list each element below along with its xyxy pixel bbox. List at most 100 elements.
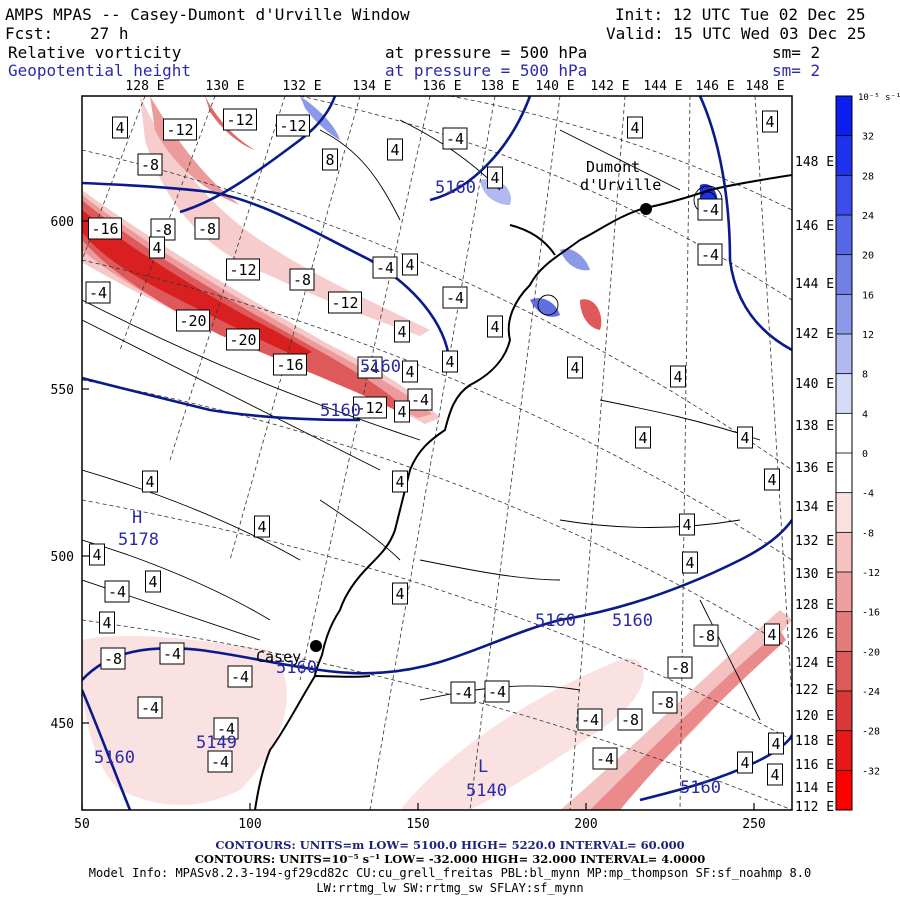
field1-name: Relative vorticity bbox=[8, 43, 182, 62]
svg-text:4: 4 bbox=[445, 353, 454, 371]
vorticity-contour-label: 4 bbox=[737, 751, 753, 774]
vorticity-contour-label: 4 bbox=[487, 315, 503, 338]
vorticity-contour-label: -8 bbox=[693, 624, 719, 647]
colorbar: 32 28 24 20 16 12 8 4 0 -4 -8 -12 -16 -20 -24 -28 -32 10⁻… bbox=[835, 93, 900, 811]
svg-text:-4: -4 bbox=[596, 750, 614, 768]
vorticity-contour-label: -4 bbox=[357, 356, 383, 379]
colorbar-segment bbox=[836, 572, 852, 612]
vorticity-contour-label: 4 bbox=[145, 570, 161, 593]
svg-text:4: 4 bbox=[390, 141, 399, 159]
field2-smoothing: sm= 2 bbox=[772, 61, 821, 80]
colorbar-tick-label: 16 bbox=[862, 290, 874, 301]
svg-text:-4: -4 bbox=[141, 699, 159, 717]
vorticity-contour-label: 4 bbox=[394, 320, 410, 343]
colorbar-tick-label: -12 bbox=[862, 568, 880, 579]
svg-text:4: 4 bbox=[685, 554, 694, 572]
top-longitude-label: 136 E bbox=[422, 79, 461, 94]
vorticity-contour-label: 4 bbox=[567, 356, 583, 379]
svg-text:4: 4 bbox=[490, 318, 499, 336]
colorbar-tick-label: -32 bbox=[862, 766, 880, 777]
svg-text:4: 4 bbox=[152, 239, 161, 257]
geopotential-height-contours bbox=[82, 96, 792, 810]
vorticity-contour-label: 4 bbox=[387, 138, 403, 161]
svg-text:4: 4 bbox=[765, 113, 774, 131]
vorticity-contour-label: 4 bbox=[442, 350, 458, 373]
vorticity-contour-label: 4 bbox=[402, 253, 418, 276]
y-tick-label: 450 bbox=[51, 717, 74, 732]
svg-text:-4: -4 bbox=[446, 130, 464, 148]
colorbar-segment bbox=[836, 334, 852, 374]
vorticity-contour-label: 4 bbox=[112, 116, 128, 139]
vorticity-label-layer: -12 -12 -8 -12 -16 -8 -8 -12 -12 -8 -20 -20 -16 -12 -4… bbox=[85, 108, 784, 786]
svg-text:4: 4 bbox=[102, 614, 111, 632]
vorticity-contour-label: -12 bbox=[328, 291, 362, 314]
vorticity-contour-label: -16 bbox=[88, 217, 122, 240]
svg-text:4: 4 bbox=[682, 516, 691, 534]
svg-text:-20: -20 bbox=[179, 312, 206, 330]
svg-text:-8: -8 bbox=[697, 627, 715, 645]
svg-text:4: 4 bbox=[767, 626, 776, 644]
field1-level: at pressure = 500 hPa bbox=[385, 43, 588, 62]
svg-text:-12: -12 bbox=[229, 261, 256, 279]
svg-text:4: 4 bbox=[490, 169, 499, 187]
axis-layer: 50 100 150 200 250 600 550 500 450 128 E 130 E 132 … bbox=[51, 79, 835, 832]
svg-text:4: 4 bbox=[92, 546, 101, 564]
field2-name: Geopotential height bbox=[8, 61, 192, 80]
colorbar-tick-label: 0 bbox=[862, 449, 868, 460]
svg-text:-4: -4 bbox=[108, 583, 126, 601]
map-field-layer: -12 -12 -8 -12 -16 -8 -8 -12 -12 -8 -20 -20 -16 -12 -4… bbox=[82, 96, 792, 810]
init-time: Init: 12 UTC Tue 02 Dec 25 bbox=[615, 5, 866, 24]
dumont-durville-station-marker bbox=[640, 203, 652, 215]
svg-text:4: 4 bbox=[148, 573, 157, 591]
top-longitude-label: 144 E bbox=[643, 79, 682, 94]
colorbar-segment bbox=[836, 413, 852, 453]
svg-text:4: 4 bbox=[767, 471, 776, 489]
vorticity-contour-label: 4 bbox=[670, 365, 686, 388]
plot-frame bbox=[81, 95, 793, 811]
svg-text:4: 4 bbox=[257, 518, 266, 536]
top-longitude-label: 140 E bbox=[535, 79, 574, 94]
svg-text:4: 4 bbox=[771, 735, 780, 753]
vorticity-contour-info: CONTOURS: UNITS=10⁻⁵ s⁻¹ LOW= -32.000 HI… bbox=[194, 852, 706, 866]
colorbar-segment bbox=[836, 532, 852, 572]
vorticity-shading bbox=[82, 96, 792, 810]
svg-text:-4: -4 bbox=[89, 284, 107, 302]
svg-text:-8: -8 bbox=[141, 156, 159, 174]
svg-text:8: 8 bbox=[325, 151, 334, 169]
vorticity-contour-label: -12 bbox=[353, 396, 387, 419]
vorticity-contour-label: -4 bbox=[85, 281, 111, 304]
model-info-radiation: LW:rrtmg_lw SW:rrtmg_sw SFLAY:sf_mynn bbox=[316, 881, 584, 895]
vorticity-contour-label: -8 bbox=[289, 268, 315, 291]
right-longitude-label: 148 E bbox=[795, 155, 834, 170]
right-longitude-label: 120 E bbox=[795, 709, 834, 724]
colorbar-segment bbox=[836, 175, 852, 215]
right-longitude-label: 134 E bbox=[795, 500, 834, 515]
colorbar-segment bbox=[836, 492, 852, 533]
vorticity-contour-label: 4 bbox=[149, 236, 165, 259]
height-contour-label: 5160 bbox=[94, 748, 135, 768]
height-contour-label: 5160 bbox=[435, 178, 476, 198]
svg-text:-8: -8 bbox=[621, 711, 639, 729]
vorticity-contour-label: -20 bbox=[226, 328, 260, 351]
colorbar-tick-label: -28 bbox=[862, 727, 880, 738]
colorbar-tick-label: 28 bbox=[862, 171, 874, 182]
x-tick-label: 150 bbox=[406, 817, 429, 832]
vorticity-contour-label: 4 bbox=[682, 551, 698, 574]
svg-text:-4: -4 bbox=[581, 711, 599, 729]
vorticity-contour-label: 4 bbox=[142, 470, 158, 493]
vorticity-contour-label: 4 bbox=[394, 400, 410, 423]
vorticity-contour-label: 4 bbox=[764, 623, 780, 646]
forecast-hour-value: 27 h bbox=[90, 24, 129, 43]
vorticity-contour-label: -8 bbox=[652, 691, 678, 714]
vorticity-contour-label: -4 bbox=[442, 286, 468, 309]
right-longitude-label: 142 E bbox=[795, 327, 834, 342]
height-contour-label: 5160 bbox=[680, 778, 721, 798]
vorticity-contour-label: -4 bbox=[450, 681, 476, 704]
top-longitude-label: 142 E bbox=[590, 79, 629, 94]
vorticity-contour-label: 4 bbox=[392, 470, 408, 493]
vorticity-contour-label: 8 bbox=[322, 148, 338, 171]
top-longitude-label: 132 E bbox=[282, 79, 321, 94]
svg-text:-8: -8 bbox=[656, 694, 674, 712]
top-longitude-label: 148 E bbox=[745, 79, 784, 94]
svg-text:-4: -4 bbox=[701, 246, 719, 264]
